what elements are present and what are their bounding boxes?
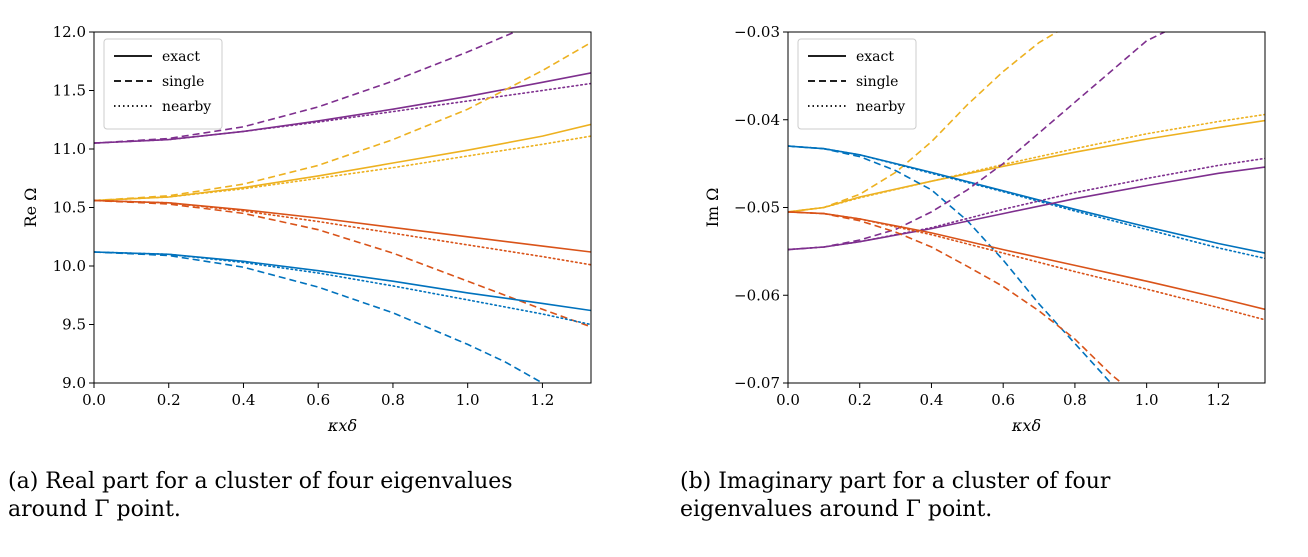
imag-series-group <box>788 32 1265 383</box>
real-xtick-label: 1.0 <box>456 391 480 409</box>
caption-real-part: (a) Real part for a cluster of four eige… <box>8 469 513 522</box>
real-series-yellow-exact <box>94 123 591 202</box>
imag-series-yellow-single <box>788 32 1058 213</box>
imag-series-orange-single <box>788 211 1123 383</box>
real-ytick-label: 10.0 <box>53 257 86 275</box>
real-ytick-label: 11.0 <box>53 140 86 158</box>
imag-ytick-label: −0.03 <box>734 23 780 41</box>
imag-series-blue-single <box>788 145 1112 383</box>
imag-xtick-label: 0.0 <box>776 391 800 409</box>
real-legend-label-exact: exact <box>162 49 200 65</box>
real-series-blue-single <box>94 251 543 383</box>
real-legend-label-nearby: nearby <box>162 99 211 115</box>
real-xtick-label: 1.2 <box>530 391 554 409</box>
real-series-blue-exact <box>94 251 591 312</box>
imag-series-purple-nearby <box>788 157 1265 251</box>
real-xtick-label: 0.4 <box>232 391 256 409</box>
real-xaxis-label: κxδ <box>327 416 357 435</box>
imag-xtick-label: 1.2 <box>1206 391 1230 409</box>
real-series-yellow-single <box>94 41 591 202</box>
real-series-orange-exact <box>94 199 591 253</box>
caption-imaginary-part: (b) Imaginary part for a cluster of four… <box>680 469 1111 522</box>
imag-xtick-label: 1.0 <box>1135 391 1159 409</box>
imag-legend-label-exact: exact <box>856 49 894 65</box>
real-legend-label-single: single <box>162 74 204 90</box>
imag-ytick-label: −0.06 <box>734 286 780 304</box>
real-series-group <box>94 32 591 383</box>
imag-series-blue-nearby <box>788 145 1265 260</box>
real-ytick-label: 9.0 <box>62 374 86 392</box>
chart-real-part: 0.0 0.2 0.4 0.6 0.8 1.0 1.2 9.0 9.5 10.0 10.5 11.0 1… <box>21 23 592 435</box>
imag-series-purple-single <box>788 32 1165 251</box>
imag-xtick-label: 0.4 <box>920 391 944 409</box>
imag-xtick-label: 0.8 <box>1063 391 1087 409</box>
real-series-blue-nearby <box>94 251 591 326</box>
real-xtick-label: 0.6 <box>306 391 330 409</box>
imag-legend: exact single nearby <box>797 38 917 130</box>
real-xtick-label: 0.8 <box>381 391 405 409</box>
imag-ytick-label: −0.05 <box>734 199 780 217</box>
imag-ytick-label: −0.04 <box>734 111 780 129</box>
real-xtick-label: 0.0 <box>82 391 106 409</box>
real-series-purple-nearby <box>94 82 591 144</box>
real-yaxis-label: Re Ω <box>21 188 40 228</box>
real-ytick-label: 10.5 <box>53 199 86 217</box>
imag-legend-label-single: single <box>856 74 898 90</box>
imag-ytick-label: −0.07 <box>734 374 780 392</box>
real-legend: exact single nearby <box>103 38 223 130</box>
imag-series-orange-nearby <box>788 211 1265 321</box>
real-ytick-label: 12.0 <box>53 23 86 41</box>
real-xtick-label: 0.2 <box>157 391 181 409</box>
real-series-orange-single <box>94 199 591 328</box>
real-series-purple-single <box>94 32 517 144</box>
imag-xtick-label: 0.6 <box>991 391 1015 409</box>
real-series-orange-nearby <box>94 199 591 266</box>
real-ytick-label: 9.5 <box>62 316 86 334</box>
imag-xtick-label: 0.2 <box>848 391 872 409</box>
imag-legend-label-nearby: nearby <box>856 99 905 115</box>
imag-xaxis-label: κxδ <box>1011 416 1041 435</box>
real-series-yellow-nearby <box>94 135 591 202</box>
imag-series-orange-exact <box>788 211 1265 311</box>
imag-yaxis-label: Im Ω <box>703 188 722 228</box>
imag-series-yellow-exact <box>788 119 1265 213</box>
real-ytick-label: 11.5 <box>53 82 86 100</box>
chart-imaginary-part: 0.0 0.2 0.4 0.6 0.8 1.0 1.2 −0.07 −0.06 −0.05 −0.0… <box>703 23 1266 435</box>
